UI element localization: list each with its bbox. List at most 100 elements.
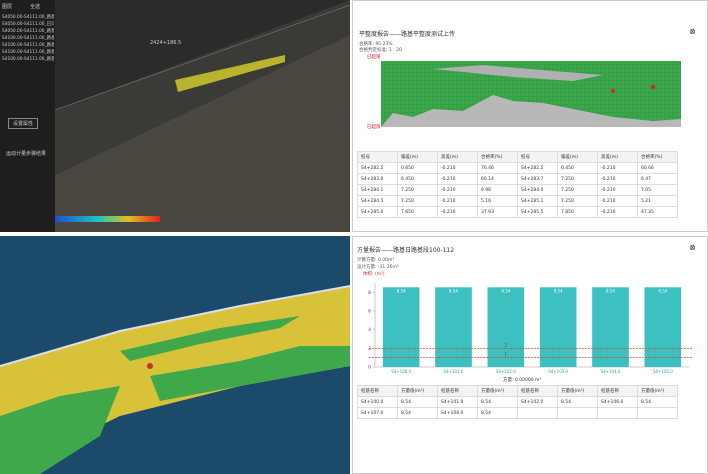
cloud-red	[147, 363, 153, 369]
x-tick-label: S4+101.0	[444, 369, 464, 374]
red-spot	[611, 89, 615, 93]
reference-label: 2	[505, 342, 508, 347]
cell: -0.210	[597, 195, 638, 207]
row: S4+284.1 7.250 -0.210 6.96 S4+284.0 7.250 -0.2…	[357, 184, 678, 196]
layer-item[interactable]: S4100.00-S4111.00_路基面	[2, 57, 54, 62]
cell	[557, 407, 598, 419]
y-tick-label: 2	[368, 346, 371, 352]
cell: -0.210	[437, 173, 478, 185]
reference-label: 1	[505, 352, 508, 357]
layer-header: 图层	[2, 4, 13, 10]
design-volume: 设计方量: -31.26m³	[357, 265, 399, 270]
x-tick-label: S4+100.0	[391, 369, 411, 374]
y-tick-label: 0	[368, 365, 371, 371]
cell: 6.450	[397, 173, 438, 185]
cell: 8.54	[477, 396, 518, 408]
header-cell: 合格率(%)	[637, 151, 678, 163]
calc-volume: 计算方量: 0.00m³	[357, 258, 395, 263]
header-cell: 桩号	[517, 151, 558, 163]
cell: -0.210	[597, 173, 638, 185]
cell: 8.54	[477, 407, 518, 419]
result-link[interactable]: 运动计量步骤结果	[6, 151, 47, 157]
cell: 7.05	[637, 184, 678, 196]
layer-item[interactable]: S4050.00-S4111.00_已识别	[2, 22, 54, 27]
scene	[54, 0, 350, 232]
header-cell: 桩基名称	[437, 385, 478, 397]
sidebar: 图层 全选 S4050.00-S4111.00_路基工 S4050.00-S411…	[0, 0, 55, 232]
value-label: 8.54	[658, 288, 667, 293]
bar	[539, 287, 577, 367]
cell: 37.93	[477, 206, 518, 218]
gray-area	[381, 95, 681, 127]
x-tick-label: S4+104.0	[601, 369, 621, 374]
cell: S4+282.5	[517, 162, 558, 174]
select-all[interactable]: 全选	[30, 4, 41, 10]
cell: 7.250	[557, 195, 598, 207]
pass-rate: 合格率: 95.23%	[359, 42, 393, 47]
viewer-3d: 图层 全选 S4050.00-S4111.00_路基工 S4050.00-S411…	[0, 0, 350, 232]
cell: 0.650	[397, 162, 438, 174]
cell: S4+106.0	[597, 396, 638, 408]
y-tick-label: 8	[368, 290, 371, 296]
layer-item[interactable]: S4050.00-S4111.00_路基工	[2, 15, 54, 20]
header-cell: 桩基名称	[517, 385, 558, 397]
cell: S4+282.5	[357, 162, 398, 174]
cloud-green	[0, 386, 120, 474]
bar	[592, 287, 629, 367]
layer-item[interactable]: S4100.00-S4111.00_路基	[2, 50, 54, 55]
row: S4+282.5 0.650 -0.210 76.46 S4+282.5 0.450 -0.…	[357, 162, 678, 174]
road	[55, 0, 350, 175]
close-button[interactable]: ⊗	[689, 27, 696, 36]
header-row: 桩号 偏差(m) 高差(m) 合格率(%) 桩号 偏差(m) 高差(m) 合格率(%)	[357, 151, 678, 163]
close-button[interactable]: ⊗	[689, 243, 696, 252]
header-cell: 方量值(m³)	[477, 385, 518, 397]
bar	[382, 287, 420, 367]
scan-strip	[175, 55, 285, 92]
ground	[55, 35, 350, 232]
x-tick-label: S4+103.0	[548, 369, 568, 374]
cell: 5.16	[477, 195, 518, 207]
layer-item[interactable]: S4100.00-S4111.00_路基分	[2, 36, 54, 41]
cell: S4+284.5	[357, 195, 398, 207]
flatness-table: 桩号 偏差(m) 高差(m) 合格率(%) 桩号 偏差(m) 高差(m) 合格率(%) S4+2…	[357, 151, 678, 218]
cell: S4+107.0	[357, 407, 398, 419]
header-cell: 高差(m)	[437, 151, 478, 163]
color-bar	[55, 216, 160, 222]
cell: S4+285.0	[357, 206, 398, 218]
layer-item[interactable]: S4100.00-S4111.00_路基验	[2, 43, 54, 48]
header-cell: 偏差(m)	[557, 151, 598, 163]
cell: 8.54	[397, 407, 438, 419]
cell: S4+285.5	[517, 206, 558, 218]
settings-button[interactable]: 设置属性	[8, 118, 39, 129]
edge	[54, 4, 350, 111]
cell: -0.210	[437, 162, 478, 174]
cell: 6.96	[477, 184, 518, 196]
flatness-dialog: 平整度报告——路基平整度测试上传 ⊗ 合格率: 95.23% 合格判定标准: 1…	[352, 0, 708, 232]
cell	[637, 407, 678, 419]
cell: 8.54	[637, 396, 678, 408]
cloud-green	[150, 346, 350, 401]
cell: 60.66	[637, 162, 678, 174]
header-cell: 高差(m)	[597, 151, 638, 163]
header-cell: 方量值(m³)	[397, 385, 438, 397]
value-label: 8.54	[449, 288, 458, 293]
total: 方量: 0.00000 m³	[503, 378, 542, 383]
row: S4+284.5 7.250 -0.210 5.16 S4+285.1 7.250 -0.2…	[357, 195, 678, 207]
point-cloud	[0, 285, 350, 474]
x-tick-label: S4+102.0	[496, 369, 516, 374]
header-cell: 偏差(m)	[397, 151, 438, 163]
cell: 8.54	[397, 396, 438, 408]
header-cell: 方量值(m³)	[637, 385, 678, 397]
cell: -0.210	[597, 206, 638, 218]
cell: S4+285.1	[517, 195, 558, 207]
layer-list: S4050.00-S4111.00_路基工 S4050.00-S4111.00_已…	[2, 14, 54, 63]
layer-item[interactable]: S4050.00-S4111.00_路基分	[2, 29, 54, 34]
cell: 5.21	[637, 195, 678, 207]
red-spot	[651, 85, 655, 89]
cell: 47.35	[637, 206, 678, 218]
cell: S4+108.0	[437, 407, 478, 419]
bar	[644, 287, 682, 367]
volume-dialog: 方量报告——路基日路基段100-112 ⊗ 计算方量: 0.00m³ 设计方量:…	[352, 236, 708, 474]
cell: 60.14	[477, 173, 518, 185]
y-tick-label: 6	[368, 309, 371, 315]
